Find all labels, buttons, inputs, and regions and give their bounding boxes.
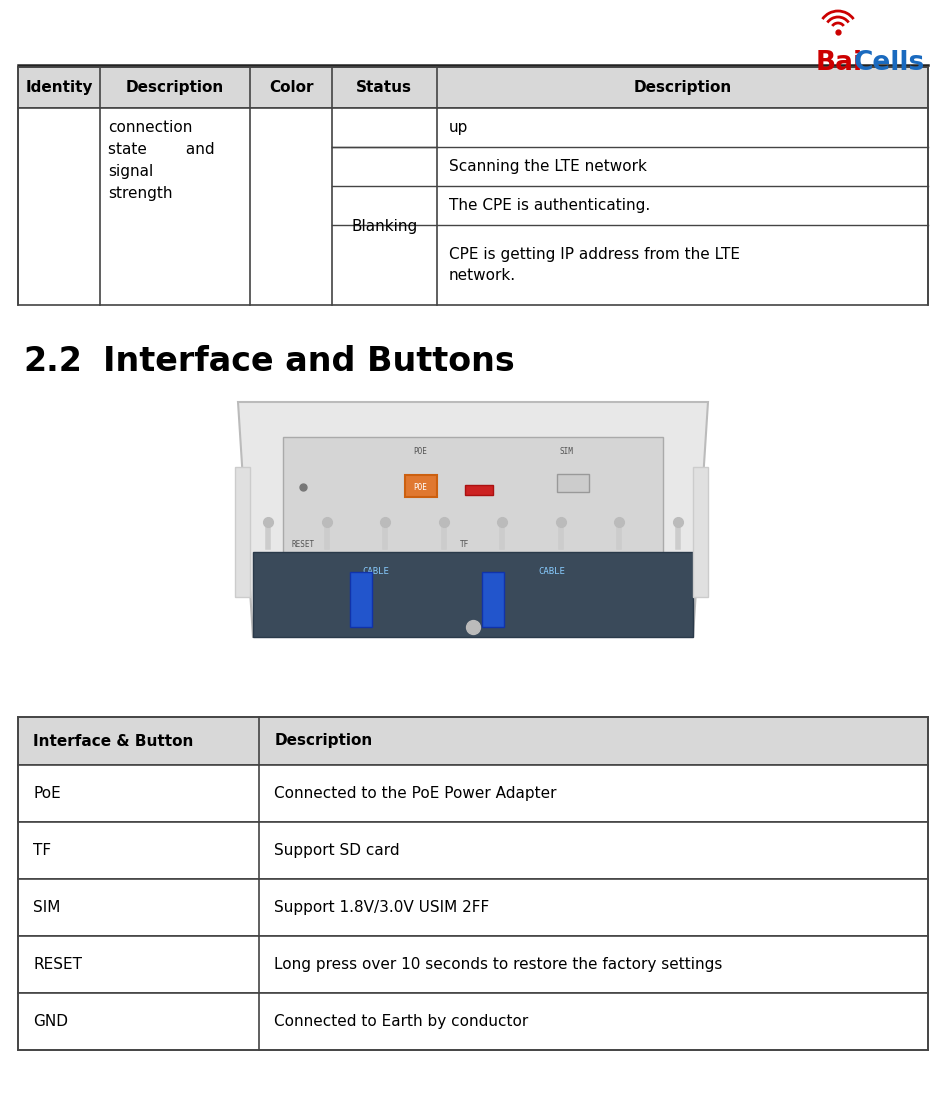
- Text: Description: Description: [633, 80, 731, 95]
- Text: Connected to the PoE Power Adapter: Connected to the PoE Power Adapter: [274, 785, 556, 801]
- Text: RESET: RESET: [33, 957, 82, 972]
- Bar: [223, 387, 723, 697]
- Bar: [556, 474, 588, 493]
- Text: CPE is getting IP address from the LTE
network.: CPE is getting IP address from the LTE n…: [448, 247, 740, 283]
- Text: The CPE is authenticating.: The CPE is authenticating.: [448, 197, 650, 213]
- Text: 2.2: 2.2: [23, 344, 82, 378]
- Text: POE: POE: [412, 446, 427, 456]
- Text: TF: TF: [33, 842, 51, 858]
- Bar: [18, 993, 928, 1050]
- Text: PoE: PoE: [33, 785, 61, 801]
- Text: Scanning the LTE network: Scanning the LTE network: [448, 159, 646, 174]
- Text: TF: TF: [460, 540, 469, 548]
- Bar: [18, 765, 928, 822]
- Bar: [350, 572, 372, 627]
- Text: connection: connection: [108, 120, 192, 135]
- Text: GND: GND: [33, 1014, 68, 1029]
- Bar: [405, 475, 437, 497]
- Bar: [253, 552, 693, 637]
- Bar: [235, 467, 250, 597]
- Bar: [18, 108, 928, 305]
- Text: SIM: SIM: [560, 446, 573, 456]
- Text: Interface and Buttons: Interface and Buttons: [103, 344, 515, 378]
- Bar: [482, 572, 504, 627]
- Text: Support SD card: Support SD card: [274, 842, 400, 858]
- Text: state        and: state and: [108, 142, 215, 157]
- Text: signal: signal: [108, 163, 153, 179]
- Bar: [18, 936, 928, 993]
- Bar: [283, 437, 663, 557]
- Text: RESET: RESET: [291, 540, 314, 548]
- Text: Identity: Identity: [26, 80, 93, 95]
- Bar: [18, 67, 928, 108]
- Bar: [18, 822, 928, 879]
- Text: Bai: Bai: [816, 50, 863, 76]
- Text: Description: Description: [274, 734, 373, 748]
- Text: Cells: Cells: [854, 50, 925, 76]
- Text: SIM: SIM: [33, 900, 61, 915]
- Text: Long press over 10 seconds to restore the factory settings: Long press over 10 seconds to restore th…: [274, 957, 723, 972]
- Polygon shape: [238, 402, 708, 637]
- Text: Description: Description: [126, 80, 224, 95]
- Bar: [693, 467, 708, 597]
- Bar: [18, 717, 928, 765]
- Text: Interface & Button: Interface & Button: [33, 734, 193, 748]
- Text: POE: POE: [412, 483, 427, 491]
- Text: Support 1.8V/3.0V USIM 2FF: Support 1.8V/3.0V USIM 2FF: [274, 900, 489, 915]
- Text: Connected to Earth by conductor: Connected to Earth by conductor: [274, 1014, 529, 1029]
- Bar: [18, 879, 928, 936]
- Text: CABLE: CABLE: [539, 567, 566, 576]
- Text: Blanking: Blanking: [351, 218, 417, 234]
- Text: CABLE: CABLE: [362, 567, 390, 576]
- Text: strength: strength: [108, 186, 172, 201]
- Text: Status: Status: [357, 80, 412, 95]
- Text: Color: Color: [269, 80, 313, 95]
- Bar: [464, 485, 493, 496]
- Text: up: up: [448, 120, 468, 135]
